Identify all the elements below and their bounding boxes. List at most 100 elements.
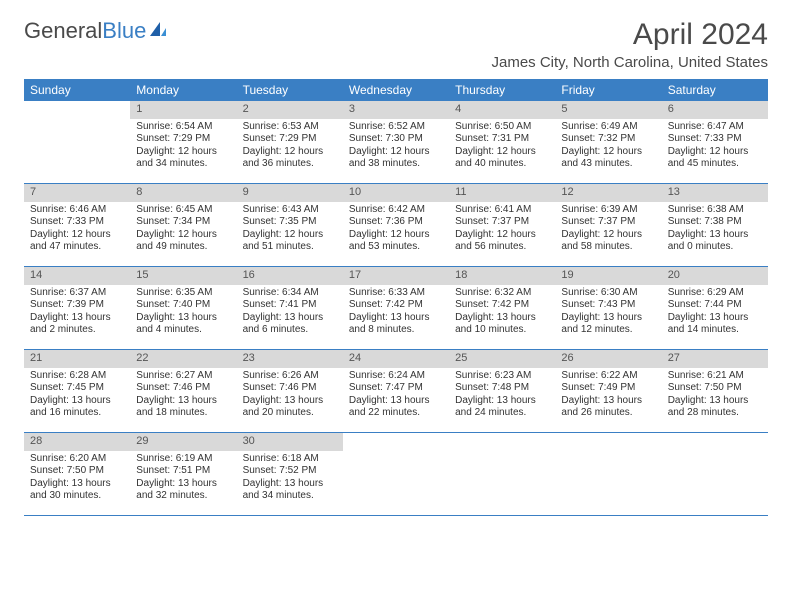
day-line: Sunrise: 6:37 AM xyxy=(30,287,124,300)
day-line: Sunset: 7:37 PM xyxy=(455,216,549,229)
document-header: GeneralBlue April 2024 James City, North… xyxy=(24,18,768,71)
day-cell: 14Sunrise: 6:37 AMSunset: 7:39 PMDayligh… xyxy=(24,267,130,349)
day-number: 19 xyxy=(555,267,661,285)
day-line: and 45 minutes. xyxy=(668,158,762,171)
day-line: Sunset: 7:43 PM xyxy=(561,299,655,312)
day-line: Sunset: 7:40 PM xyxy=(136,299,230,312)
day-body: Sunrise: 6:37 AMSunset: 7:39 PMDaylight:… xyxy=(24,285,130,341)
day-number: 10 xyxy=(343,184,449,202)
day-number: 5 xyxy=(555,101,661,119)
day-cell: 15Sunrise: 6:35 AMSunset: 7:40 PMDayligh… xyxy=(130,267,236,349)
day-cell: 23Sunrise: 6:26 AMSunset: 7:46 PMDayligh… xyxy=(237,350,343,432)
day-body: Sunrise: 6:34 AMSunset: 7:41 PMDaylight:… xyxy=(237,285,343,341)
day-header-cell: Thursday xyxy=(449,79,555,101)
day-line: Daylight: 13 hours xyxy=(668,312,762,325)
day-header-cell: Tuesday xyxy=(237,79,343,101)
day-cell: 21Sunrise: 6:28 AMSunset: 7:45 PMDayligh… xyxy=(24,350,130,432)
day-line: Sunrise: 6:22 AM xyxy=(561,370,655,383)
day-header-cell: Saturday xyxy=(662,79,768,101)
day-line: Daylight: 13 hours xyxy=(243,312,337,325)
day-line: Sunset: 7:35 PM xyxy=(243,216,337,229)
day-cell: 2Sunrise: 6:53 AMSunset: 7:29 PMDaylight… xyxy=(237,101,343,183)
day-line: Daylight: 13 hours xyxy=(30,312,124,325)
day-line: Daylight: 13 hours xyxy=(136,478,230,491)
day-line: Sunset: 7:38 PM xyxy=(668,216,762,229)
day-line: and 49 minutes. xyxy=(136,241,230,254)
day-line: Sunset: 7:42 PM xyxy=(455,299,549,312)
day-cell: 1Sunrise: 6:54 AMSunset: 7:29 PMDaylight… xyxy=(130,101,236,183)
day-line: Daylight: 13 hours xyxy=(455,395,549,408)
day-cell: 13Sunrise: 6:38 AMSunset: 7:38 PMDayligh… xyxy=(662,184,768,266)
day-line: Sunset: 7:34 PM xyxy=(136,216,230,229)
day-line: and 56 minutes. xyxy=(455,241,549,254)
day-number: 3 xyxy=(343,101,449,119)
day-body: Sunrise: 6:23 AMSunset: 7:48 PMDaylight:… xyxy=(449,368,555,424)
day-line: Sunrise: 6:34 AM xyxy=(243,287,337,300)
day-cell: 19Sunrise: 6:30 AMSunset: 7:43 PMDayligh… xyxy=(555,267,661,349)
day-line: Daylight: 13 hours xyxy=(30,395,124,408)
week-row: 7Sunrise: 6:46 AMSunset: 7:33 PMDaylight… xyxy=(24,184,768,267)
day-line: and 51 minutes. xyxy=(243,241,337,254)
day-line: and 26 minutes. xyxy=(561,407,655,420)
title-block: April 2024 James City, North Carolina, U… xyxy=(492,18,769,71)
week-row: 21Sunrise: 6:28 AMSunset: 7:45 PMDayligh… xyxy=(24,350,768,433)
day-cell: 12Sunrise: 6:39 AMSunset: 7:37 PMDayligh… xyxy=(555,184,661,266)
day-line: Daylight: 13 hours xyxy=(30,478,124,491)
day-line: Sunrise: 6:50 AM xyxy=(455,121,549,134)
day-line: and 38 minutes. xyxy=(349,158,443,171)
day-line: Sunrise: 6:42 AM xyxy=(349,204,443,217)
day-number: 8 xyxy=(130,184,236,202)
day-line: Sunset: 7:41 PM xyxy=(243,299,337,312)
day-body: Sunrise: 6:30 AMSunset: 7:43 PMDaylight:… xyxy=(555,285,661,341)
day-line: Sunset: 7:36 PM xyxy=(349,216,443,229)
day-line: Sunrise: 6:47 AM xyxy=(668,121,762,134)
day-body: Sunrise: 6:29 AMSunset: 7:44 PMDaylight:… xyxy=(662,285,768,341)
day-line: and 53 minutes. xyxy=(349,241,443,254)
day-cell: 29Sunrise: 6:19 AMSunset: 7:51 PMDayligh… xyxy=(130,433,236,515)
day-line: and 4 minutes. xyxy=(136,324,230,337)
day-line: Sunrise: 6:53 AM xyxy=(243,121,337,134)
day-number: 20 xyxy=(662,267,768,285)
day-number: 11 xyxy=(449,184,555,202)
day-number: 18 xyxy=(449,267,555,285)
day-line: and 2 minutes. xyxy=(30,324,124,337)
day-line: and 12 minutes. xyxy=(561,324,655,337)
day-number: 4 xyxy=(449,101,555,119)
day-cell: 6Sunrise: 6:47 AMSunset: 7:33 PMDaylight… xyxy=(662,101,768,183)
day-line: Sunrise: 6:20 AM xyxy=(30,453,124,466)
day-line: and 0 minutes. xyxy=(668,241,762,254)
day-line: Sunrise: 6:33 AM xyxy=(349,287,443,300)
day-cell: 3Sunrise: 6:52 AMSunset: 7:30 PMDaylight… xyxy=(343,101,449,183)
day-number: 15 xyxy=(130,267,236,285)
calendar-grid: SundayMondayTuesdayWednesdayThursdayFrid… xyxy=(24,79,768,516)
sail-icon xyxy=(148,18,168,44)
month-title: April 2024 xyxy=(492,18,769,52)
day-cell: 17Sunrise: 6:33 AMSunset: 7:42 PMDayligh… xyxy=(343,267,449,349)
day-number: 30 xyxy=(237,433,343,451)
day-line: and 18 minutes. xyxy=(136,407,230,420)
day-line: and 58 minutes. xyxy=(561,241,655,254)
day-line: Sunset: 7:46 PM xyxy=(243,382,337,395)
day-body: Sunrise: 6:35 AMSunset: 7:40 PMDaylight:… xyxy=(130,285,236,341)
day-cell: 28Sunrise: 6:20 AMSunset: 7:50 PMDayligh… xyxy=(24,433,130,515)
day-line: Daylight: 12 hours xyxy=(561,229,655,242)
day-body: Sunrise: 6:27 AMSunset: 7:46 PMDaylight:… xyxy=(130,368,236,424)
day-line: Daylight: 13 hours xyxy=(455,312,549,325)
day-line: and 24 minutes. xyxy=(455,407,549,420)
day-line: and 22 minutes. xyxy=(349,407,443,420)
day-body: Sunrise: 6:22 AMSunset: 7:49 PMDaylight:… xyxy=(555,368,661,424)
day-line: Sunrise: 6:38 AM xyxy=(668,204,762,217)
day-number: 16 xyxy=(237,267,343,285)
day-cell: 8Sunrise: 6:45 AMSunset: 7:34 PMDaylight… xyxy=(130,184,236,266)
day-header-cell: Monday xyxy=(130,79,236,101)
day-line: Sunset: 7:42 PM xyxy=(349,299,443,312)
day-body: Sunrise: 6:39 AMSunset: 7:37 PMDaylight:… xyxy=(555,202,661,258)
day-body: Sunrise: 6:21 AMSunset: 7:50 PMDaylight:… xyxy=(662,368,768,424)
day-line: Sunset: 7:46 PM xyxy=(136,382,230,395)
day-line: Sunrise: 6:45 AM xyxy=(136,204,230,217)
day-line: and 6 minutes. xyxy=(243,324,337,337)
day-line: Sunset: 7:31 PM xyxy=(455,133,549,146)
day-body: Sunrise: 6:41 AMSunset: 7:37 PMDaylight:… xyxy=(449,202,555,258)
day-line: Daylight: 13 hours xyxy=(349,395,443,408)
day-cell xyxy=(555,433,661,515)
